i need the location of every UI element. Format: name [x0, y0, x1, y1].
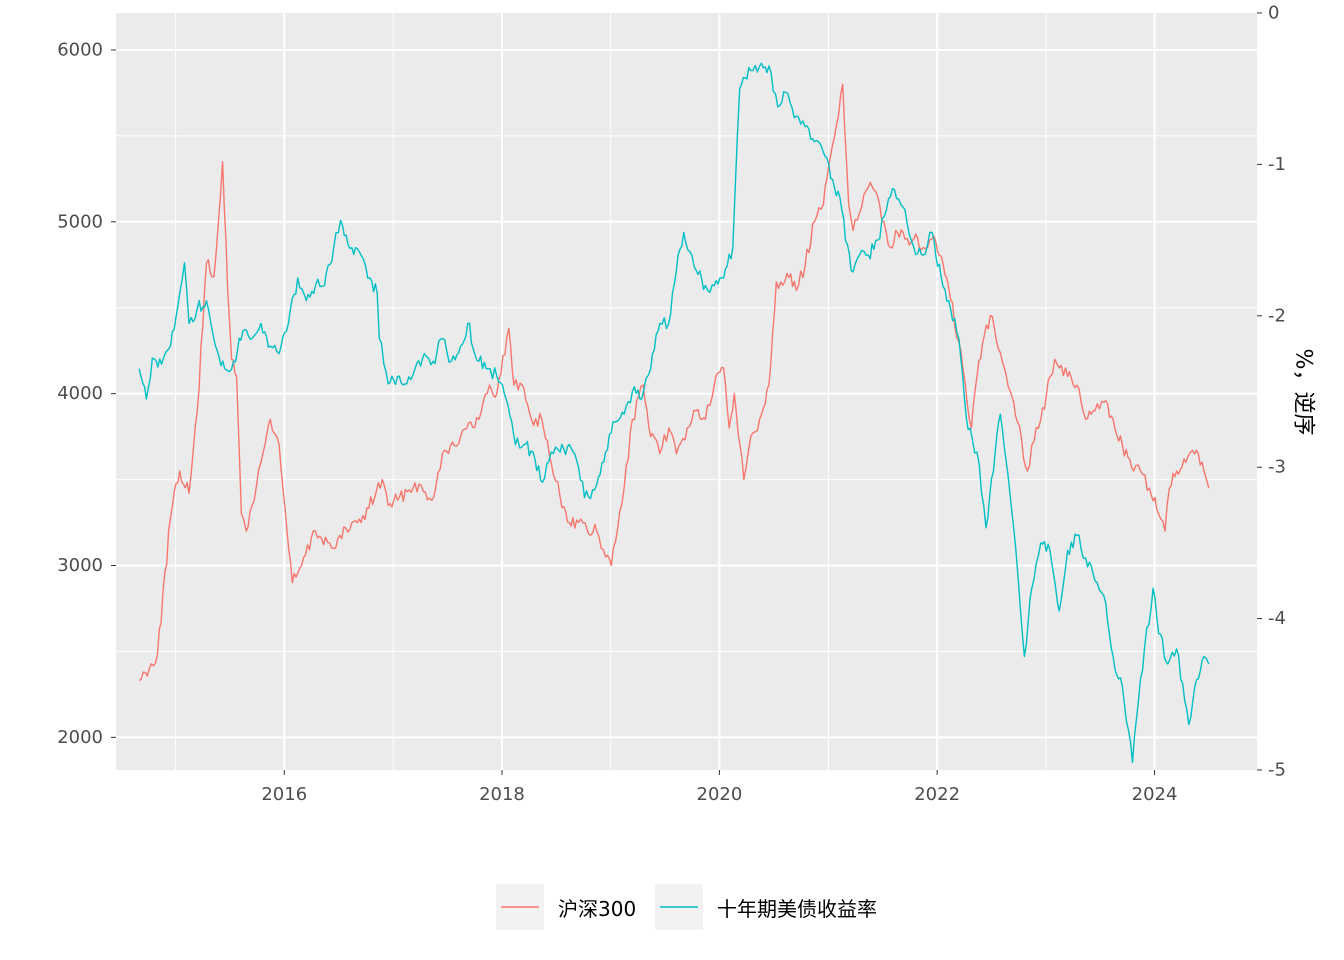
x-tick-label: 2024 — [1132, 784, 1178, 805]
y-right-tick-label: -2 — [1268, 305, 1286, 326]
y-right-tick-label: 0 — [1268, 3, 1279, 24]
legend: 沪深300 十年期美债收益率 — [496, 884, 877, 930]
x-tick-label: 2022 — [914, 784, 960, 805]
x-tick-label: 2018 — [479, 784, 525, 805]
series-line-1 — [138, 62, 1210, 764]
left-axis: 2000 3000 4000 5000 6000 — [57, 39, 116, 748]
y-left-tick-label: 5000 — [57, 211, 103, 232]
legend-label-ust10y: 十年期美债收益率 — [717, 897, 877, 921]
series-line-0 — [138, 83, 1210, 682]
y-right-tick-label: -4 — [1268, 608, 1286, 629]
y-left-tick-label: 2000 — [57, 727, 103, 748]
y-right-tick-label: -3 — [1268, 457, 1286, 478]
bottom-axis: 2016 2018 2020 2022 2024 — [261, 770, 1177, 805]
y-right-tick-label: -1 — [1268, 154, 1286, 175]
legend-label-hs300: 沪深300 — [558, 897, 636, 921]
plot-panel — [116, 13, 1257, 770]
x-tick-label: 2016 — [261, 784, 307, 805]
series-layer — [138, 62, 1210, 764]
y-left-tick-label: 4000 — [57, 383, 103, 404]
right-axis-title: %，逆序 — [1291, 349, 1316, 436]
y-right-tick-label: -5 — [1268, 760, 1286, 781]
right-axis: 0 -1 -2 -3 -4 -5 — [1257, 3, 1286, 781]
y-left-tick-label: 3000 — [57, 555, 103, 576]
major-grid — [116, 13, 1257, 770]
minor-grid — [116, 13, 1257, 770]
y-left-tick-label: 6000 — [57, 39, 103, 60]
x-tick-label: 2020 — [697, 784, 743, 805]
